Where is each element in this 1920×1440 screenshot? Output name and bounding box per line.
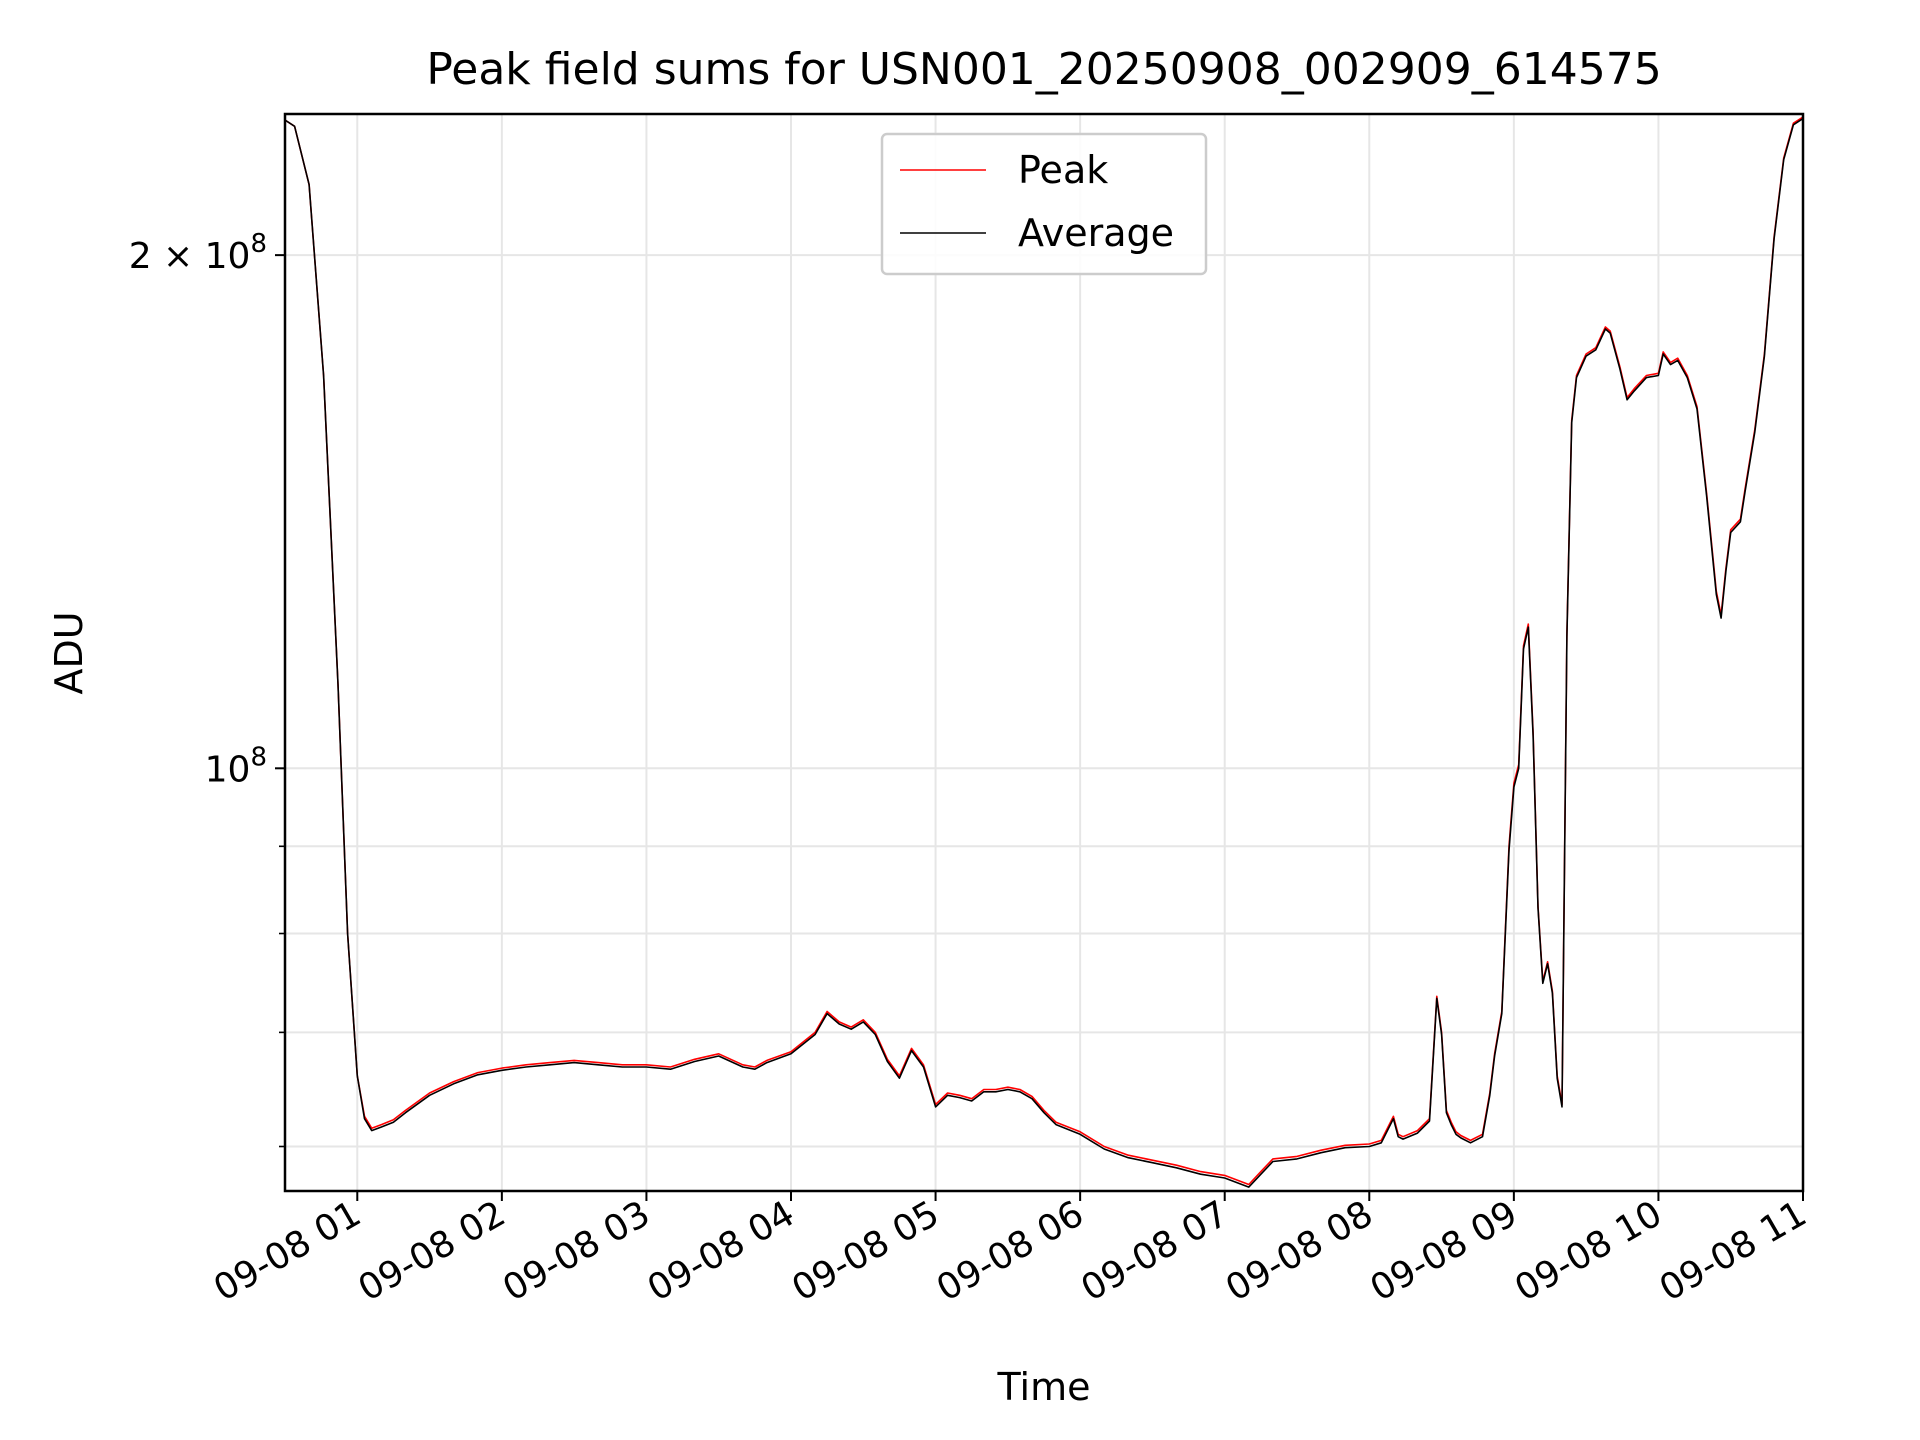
chart-title: Peak field sums for USN001_20250908_0029… — [426, 44, 1661, 95]
legend-label-average: Average — [1018, 211, 1174, 255]
x-axis-label: Time — [997, 1365, 1091, 1409]
plot-area — [285, 116, 1803, 1188]
y-tick-exponent: 8 — [250, 742, 267, 772]
series-layer — [285, 116, 1803, 1188]
y-axis-label: ADU — [47, 611, 91, 694]
plot-frame — [283, 112, 1805, 1193]
legend: Peak Average — [880, 132, 1208, 276]
series-line-average — [285, 117, 1803, 1188]
y-tick-exponent: 8 — [250, 229, 267, 259]
y-tick-label: 2 × 108 — [129, 229, 267, 277]
legend-label-peak: Peak — [1018, 148, 1108, 192]
series-line-peak — [285, 116, 1803, 1186]
legend-box — [880, 132, 1208, 276]
